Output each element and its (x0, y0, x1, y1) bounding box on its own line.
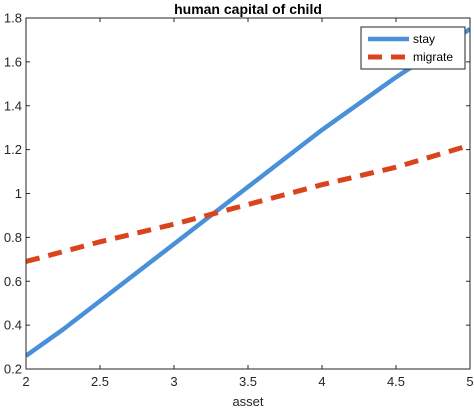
x-tick-label: 4 (318, 374, 325, 389)
x-tick-label: 3.5 (239, 374, 257, 389)
x-tick-label: 2 (22, 374, 29, 389)
y-tick-label: 1 (15, 186, 22, 201)
y-tick-label: 0.6 (4, 274, 22, 289)
y-tick-label: 0.8 (4, 230, 22, 245)
y-tick-label: 1.6 (4, 54, 22, 69)
y-tick-label: 1.2 (4, 142, 22, 157)
x-axis-label: asset (232, 394, 263, 409)
legend-label-migrate: migrate (413, 50, 453, 64)
series-line-migrate (26, 142, 470, 264)
y-tick-label: 0.4 (4, 318, 22, 333)
series-line-stay (26, 27, 470, 358)
x-tick-label: 2.5 (91, 374, 109, 389)
axis-ticks: 2 2.5 3 3.5 4 4.5 5 0.2 0.4 0.6 0.8 1 1.2 1.4 1.6 1.8 (4, 11, 474, 390)
plot-area (26, 27, 470, 358)
legend-box (360, 26, 466, 70)
y-tick-label: 0.2 (4, 362, 22, 377)
legend-label-stay: stay (413, 32, 435, 46)
x-tick-label: 5 (466, 374, 473, 389)
x-tick-label: 4.5 (387, 374, 405, 389)
chart-title: human capital of child (174, 1, 322, 17)
y-tick-label: 1.4 (4, 98, 22, 113)
y-tick-label: 1.8 (4, 11, 22, 26)
x-tick-label: 3 (170, 374, 177, 389)
legend: stay migrate (360, 26, 466, 70)
